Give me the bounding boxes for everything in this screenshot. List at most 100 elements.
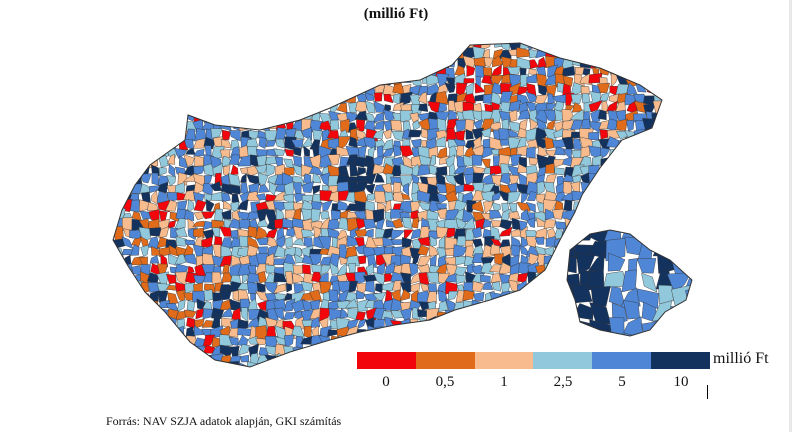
region-cell: [403, 372, 412, 383]
region-cell: [590, 286, 611, 307]
region-cell: [403, 43, 413, 51]
region-cell: [201, 211, 216, 220]
region-cell: [211, 100, 223, 112]
region-cell: [284, 298, 296, 312]
region-cell: [187, 265, 195, 274]
region-cell: [525, 283, 540, 295]
region-cell: [312, 76, 321, 86]
region-cell: [221, 317, 234, 329]
region-cell: [500, 208, 512, 221]
region-cell: [454, 373, 467, 380]
region-cell: [382, 51, 396, 59]
region-cell: [336, 361, 351, 367]
region-cell: [654, 86, 662, 93]
region-cell: [285, 85, 297, 97]
region-cell: [346, 337, 360, 347]
region-cell: [120, 56, 134, 70]
region-cell: [627, 208, 639, 223]
region-cell: [309, 154, 322, 169]
region-cell: [671, 285, 692, 310]
region-cell: [377, 145, 384, 159]
region-cell: [186, 317, 196, 330]
region-cell: [509, 300, 521, 313]
region-cell: [391, 327, 405, 337]
region-cell: [356, 137, 367, 147]
region-cell: [508, 371, 520, 384]
region-cell: [147, 73, 160, 87]
region-cell: [375, 283, 383, 294]
region-cell: [266, 364, 277, 367]
region-cell: [322, 199, 333, 212]
region-cell: [517, 317, 531, 329]
region-cell: [525, 307, 540, 322]
region-cell: [194, 373, 205, 381]
region-cell: [192, 352, 206, 365]
region-cell: [219, 49, 231, 58]
region-cell: [257, 92, 268, 106]
region-cell: [640, 230, 657, 243]
region-cell: [130, 137, 141, 151]
region-cell: [482, 282, 494, 290]
region-cell: [661, 229, 662, 238]
region-cell: [175, 325, 185, 337]
region-cell: [257, 363, 270, 367]
region-cell: [292, 182, 302, 196]
region-cell: [202, 66, 216, 78]
region-cell: [142, 146, 151, 160]
region-cell: [426, 176, 440, 186]
region-cell: [300, 280, 313, 292]
region-cell: [183, 104, 195, 114]
region-cell: [266, 100, 277, 115]
region-cell: [138, 328, 149, 339]
region-cell: [319, 75, 331, 87]
region-cell: [525, 317, 539, 331]
region-cell: [186, 43, 195, 52]
region-cell: [303, 145, 310, 157]
region-cell: [608, 148, 619, 159]
region-cell: [687, 230, 692, 246]
region-cell: [417, 244, 430, 256]
region-cell: [381, 43, 396, 52]
region-cell: [312, 354, 323, 364]
region-cell: [535, 282, 548, 293]
region-cell: [418, 328, 430, 340]
region-cell: [651, 137, 662, 149]
region-cell: [186, 48, 196, 61]
region-cell: [264, 59, 278, 69]
region-cell: [527, 271, 537, 284]
region-cell: [186, 300, 195, 312]
region-cell: [273, 114, 288, 124]
region-cell: [166, 372, 177, 382]
region-cell: [529, 335, 539, 349]
region-cell: [600, 182, 609, 196]
region-cell: [237, 318, 249, 330]
region-cell: [355, 337, 369, 347]
region-cell: [597, 190, 607, 204]
region-cell: [633, 165, 646, 178]
region-cell: [653, 238, 662, 249]
region-cell: [661, 155, 662, 169]
region-cell: [302, 218, 313, 232]
region-cell: [120, 65, 132, 79]
region-cell: [543, 299, 557, 312]
region-cell: [472, 372, 485, 384]
region-cell: [274, 96, 285, 106]
region-cell: [418, 56, 431, 69]
region-cell: [113, 93, 124, 106]
region-cell: [561, 327, 576, 339]
region-cell: [466, 65, 476, 77]
region-cell: [490, 300, 504, 312]
region-cell: [618, 145, 630, 160]
region-cell: [175, 311, 188, 321]
region-cell: [516, 299, 530, 310]
region-cell: [167, 292, 179, 304]
region-cell: [554, 146, 566, 156]
region-cell: [491, 326, 503, 335]
region-cell: [473, 56, 486, 68]
region-cell: [660, 65, 662, 79]
region-cell: [264, 112, 280, 123]
region-cell: [616, 166, 630, 173]
region-cell: [158, 226, 170, 239]
region-cell: [122, 155, 134, 168]
budapest-inset-districts: [567, 230, 692, 336]
